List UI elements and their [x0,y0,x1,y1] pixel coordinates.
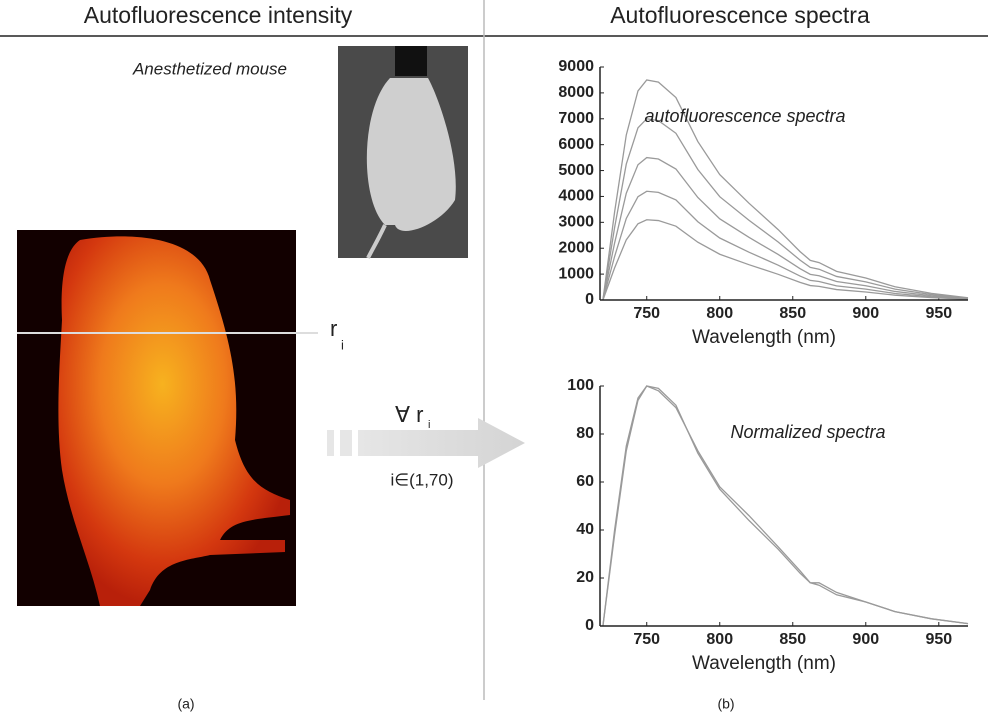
y-tick-label: 6000 [558,136,594,153]
x-tick-label: 950 [925,631,952,648]
y-tick-label: 80 [576,425,594,442]
y-tick-label: 4000 [558,188,594,205]
x-axis-label: Wavelength (nm) [692,327,836,348]
y-tick-label: 8000 [558,84,594,101]
y-tick-label: 40 [576,521,594,538]
x-tick-label: 800 [706,305,733,322]
annotation: Normalized spectra [730,422,885,442]
y-tick-label: 0 [585,617,594,634]
spectrum-line [602,219,969,301]
y-tick-label: 0 [585,291,594,308]
spectrum-line [602,118,969,301]
spectrum-line [602,190,969,301]
spectrum-line [602,385,969,627]
header-left: Autofluorescence intensity [84,2,353,28]
panel-label: (a) [177,696,194,712]
y-tick-label: 7000 [558,110,594,127]
spectrum-line [602,156,969,301]
x-tick-label: 850 [779,631,806,648]
y-tick-label: 3000 [558,214,594,231]
thermal-image [17,230,296,607]
panel-label: (b) [717,696,734,712]
y-tick-label: 100 [567,377,594,394]
photo-label: Anesthetized mouse [132,59,287,78]
y-tick-label: 9000 [558,58,594,75]
forall-label: ∀ r [395,402,424,427]
y-tick-label: 2000 [558,239,594,256]
header-right: Autofluorescence spectra [610,2,870,28]
range-label: i∈(1,70) [391,470,454,489]
row-label-sub: i [341,337,344,352]
x-tick-label: 900 [852,631,879,648]
spectrum-line [602,79,969,301]
x-tick-label: 850 [779,305,806,322]
forall-sub: i [428,419,430,431]
y-tick-label: 60 [576,473,594,490]
y-tick-label: 20 [576,569,594,586]
y-tick-label: 5000 [558,162,594,179]
x-tick-label: 800 [706,631,733,648]
y-tick-label: 1000 [558,265,594,282]
row-label: r [330,316,337,341]
x-tick-label: 750 [633,305,660,322]
x-axis-label: Wavelength (nm) [692,653,836,674]
mouse-photo [338,46,468,259]
x-tick-label: 950 [925,305,952,322]
x-tick-label: 750 [633,631,660,648]
x-tick-label: 900 [852,305,879,322]
arrow [327,418,525,468]
annotation: autofluorescence spectra [644,106,845,126]
